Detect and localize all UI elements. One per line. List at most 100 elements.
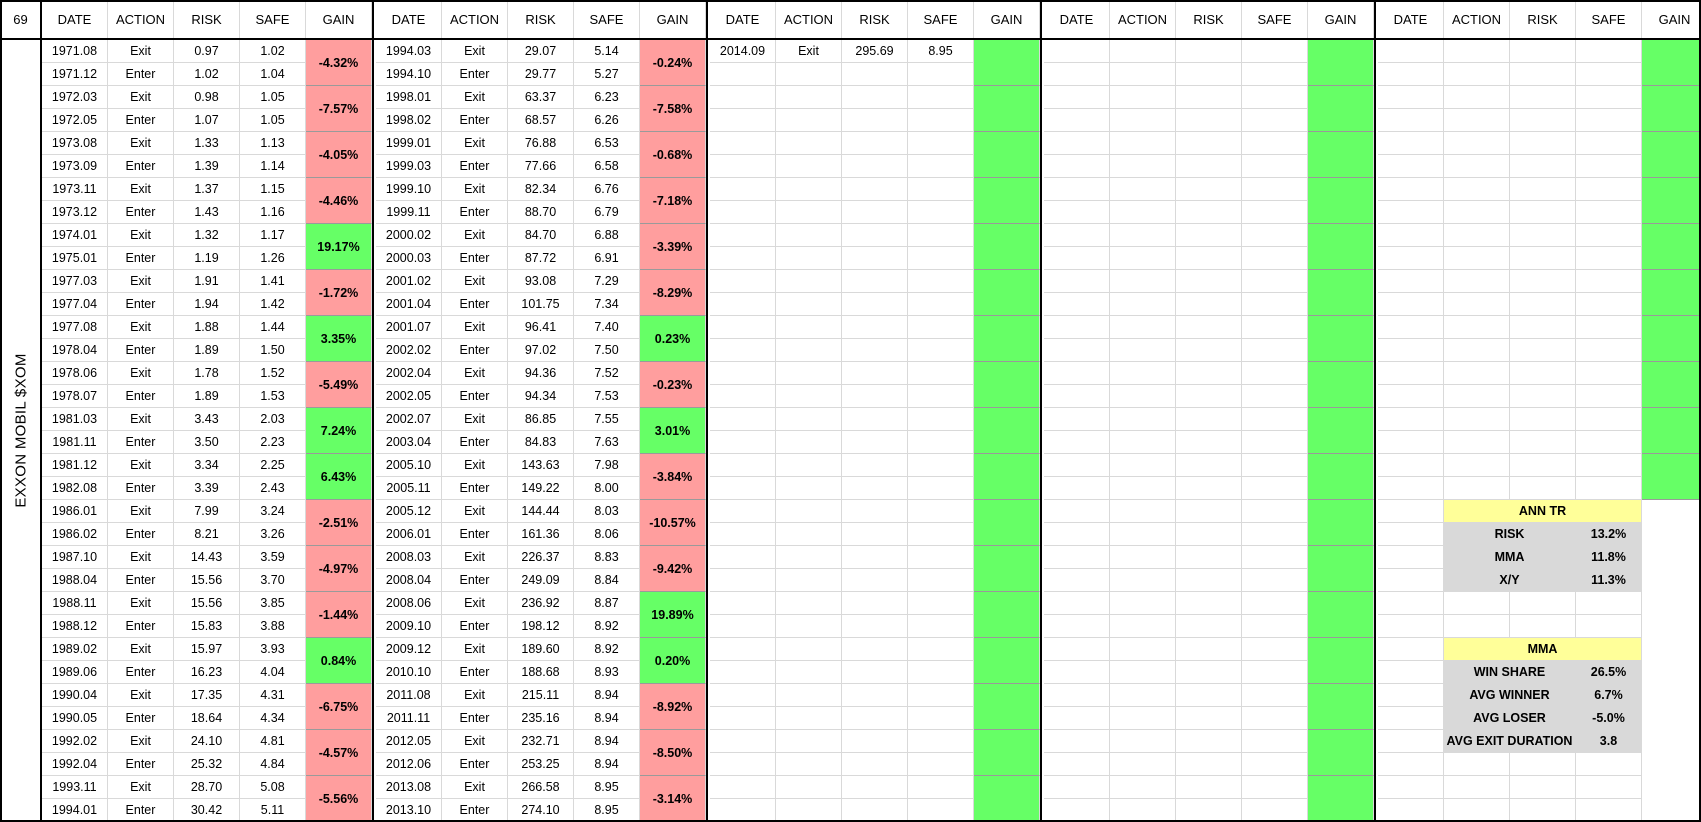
empty-cell[interactable] <box>710 799 776 822</box>
table-cell[interactable]: 1999.01 <box>376 132 442 155</box>
table-cell[interactable]: 29.77 <box>508 63 574 86</box>
empty-cell[interactable] <box>1176 408 1242 431</box>
empty-cell[interactable] <box>1044 316 1110 339</box>
table-cell[interactable]: 235.16 <box>508 707 574 730</box>
empty-cell[interactable] <box>1378 753 1444 776</box>
table-cell[interactable]: 3.34 <box>174 454 240 477</box>
gain-cell[interactable] <box>1308 546 1374 592</box>
gain-cell[interactable] <box>1308 86 1374 132</box>
table-cell[interactable]: 2003.04 <box>376 431 442 454</box>
empty-cell[interactable] <box>1378 569 1444 592</box>
gain-cell[interactable] <box>974 86 1040 132</box>
empty-cell[interactable] <box>1510 408 1576 431</box>
gain-cell[interactable]: -5.56% <box>306 776 372 822</box>
empty-cell[interactable] <box>1242 454 1308 477</box>
empty-cell[interactable] <box>908 86 974 109</box>
table-cell[interactable]: 16.23 <box>174 661 240 684</box>
table-cell[interactable]: Exit <box>108 546 174 569</box>
empty-cell[interactable] <box>710 316 776 339</box>
empty-cell[interactable] <box>1044 546 1110 569</box>
empty-cell[interactable] <box>1510 431 1576 454</box>
empty-cell[interactable] <box>842 155 908 178</box>
empty-cell[interactable] <box>776 615 842 638</box>
empty-cell[interactable] <box>776 730 842 753</box>
empty-cell[interactable] <box>1378 684 1444 707</box>
table-cell[interactable]: Enter <box>442 109 508 132</box>
gain-cell[interactable] <box>1308 592 1374 638</box>
gain-cell[interactable] <box>1642 362 1701 408</box>
empty-cell[interactable] <box>1110 454 1176 477</box>
table-cell[interactable]: 2001.07 <box>376 316 442 339</box>
table-cell[interactable]: 84.83 <box>508 431 574 454</box>
empty-cell[interactable] <box>1110 247 1176 270</box>
table-cell[interactable]: 7.55 <box>574 408 640 431</box>
gain-cell[interactable] <box>974 500 1040 546</box>
table-cell[interactable]: 2005.11 <box>376 477 442 500</box>
table-cell[interactable]: 87.72 <box>508 247 574 270</box>
empty-cell[interactable] <box>1242 132 1308 155</box>
table-cell[interactable]: 7.53 <box>574 385 640 408</box>
empty-cell[interactable] <box>1176 316 1242 339</box>
empty-cell[interactable] <box>1176 615 1242 638</box>
table-cell[interactable]: 1.14 <box>240 155 306 178</box>
empty-cell[interactable] <box>1510 63 1576 86</box>
table-cell[interactable]: Exit <box>442 40 508 63</box>
table-cell[interactable]: 2009.10 <box>376 615 442 638</box>
gain-cell[interactable]: -1.72% <box>306 270 372 316</box>
empty-cell[interactable] <box>1576 293 1642 316</box>
empty-cell[interactable] <box>1110 477 1176 500</box>
empty-cell[interactable] <box>1044 500 1110 523</box>
table-cell[interactable]: 3.39 <box>174 477 240 500</box>
table-cell[interactable]: 15.83 <box>174 615 240 638</box>
table-cell[interactable]: 2012.05 <box>376 730 442 753</box>
table-cell[interactable]: 8.21 <box>174 523 240 546</box>
empty-cell[interactable] <box>710 615 776 638</box>
empty-cell[interactable] <box>1378 546 1444 569</box>
empty-cell[interactable] <box>1378 132 1444 155</box>
empty-cell[interactable] <box>1044 753 1110 776</box>
table-cell[interactable]: 2005.10 <box>376 454 442 477</box>
table-cell[interactable]: 86.85 <box>508 408 574 431</box>
table-cell[interactable]: Exit <box>108 224 174 247</box>
empty-cell[interactable] <box>1444 753 1510 776</box>
empty-cell[interactable] <box>1510 477 1576 500</box>
empty-cell[interactable] <box>908 454 974 477</box>
empty-cell[interactable] <box>1044 730 1110 753</box>
empty-cell[interactable] <box>1576 592 1642 615</box>
empty-cell[interactable] <box>1444 592 1510 615</box>
table-cell[interactable]: Exit <box>108 592 174 615</box>
empty-cell[interactable] <box>1510 316 1576 339</box>
empty-cell[interactable] <box>1510 132 1576 155</box>
empty-cell[interactable] <box>1110 339 1176 362</box>
table-cell[interactable]: 1.32 <box>174 224 240 247</box>
table-cell[interactable]: 15.97 <box>174 638 240 661</box>
table-cell[interactable]: Enter <box>108 477 174 500</box>
empty-cell[interactable] <box>1176 178 1242 201</box>
gain-cell[interactable] <box>1308 224 1374 270</box>
gain-cell[interactable] <box>1308 132 1374 178</box>
empty-cell[interactable] <box>776 63 842 86</box>
empty-cell[interactable] <box>776 224 842 247</box>
gain-cell[interactable] <box>1642 224 1701 270</box>
empty-cell[interactable] <box>908 132 974 155</box>
gain-cell[interactable] <box>1308 684 1374 730</box>
table-cell[interactable]: 4.34 <box>240 707 306 730</box>
table-cell[interactable]: 2002.05 <box>376 385 442 408</box>
empty-cell[interactable] <box>1510 178 1576 201</box>
table-cell[interactable]: Exit <box>442 132 508 155</box>
gain-cell[interactable]: -3.14% <box>640 776 706 822</box>
table-cell[interactable]: Enter <box>108 661 174 684</box>
empty-cell[interactable] <box>842 431 908 454</box>
empty-cell[interactable] <box>908 569 974 592</box>
empty-cell[interactable] <box>1044 477 1110 500</box>
empty-cell[interactable] <box>1242 799 1308 822</box>
empty-cell[interactable] <box>908 316 974 339</box>
empty-cell[interactable] <box>776 201 842 224</box>
empty-cell[interactable] <box>1378 385 1444 408</box>
empty-cell[interactable] <box>710 362 776 385</box>
table-cell[interactable]: Exit <box>108 178 174 201</box>
table-cell[interactable]: 161.36 <box>508 523 574 546</box>
empty-cell[interactable] <box>1378 201 1444 224</box>
empty-cell[interactable] <box>710 661 776 684</box>
empty-cell[interactable] <box>1510 615 1576 638</box>
